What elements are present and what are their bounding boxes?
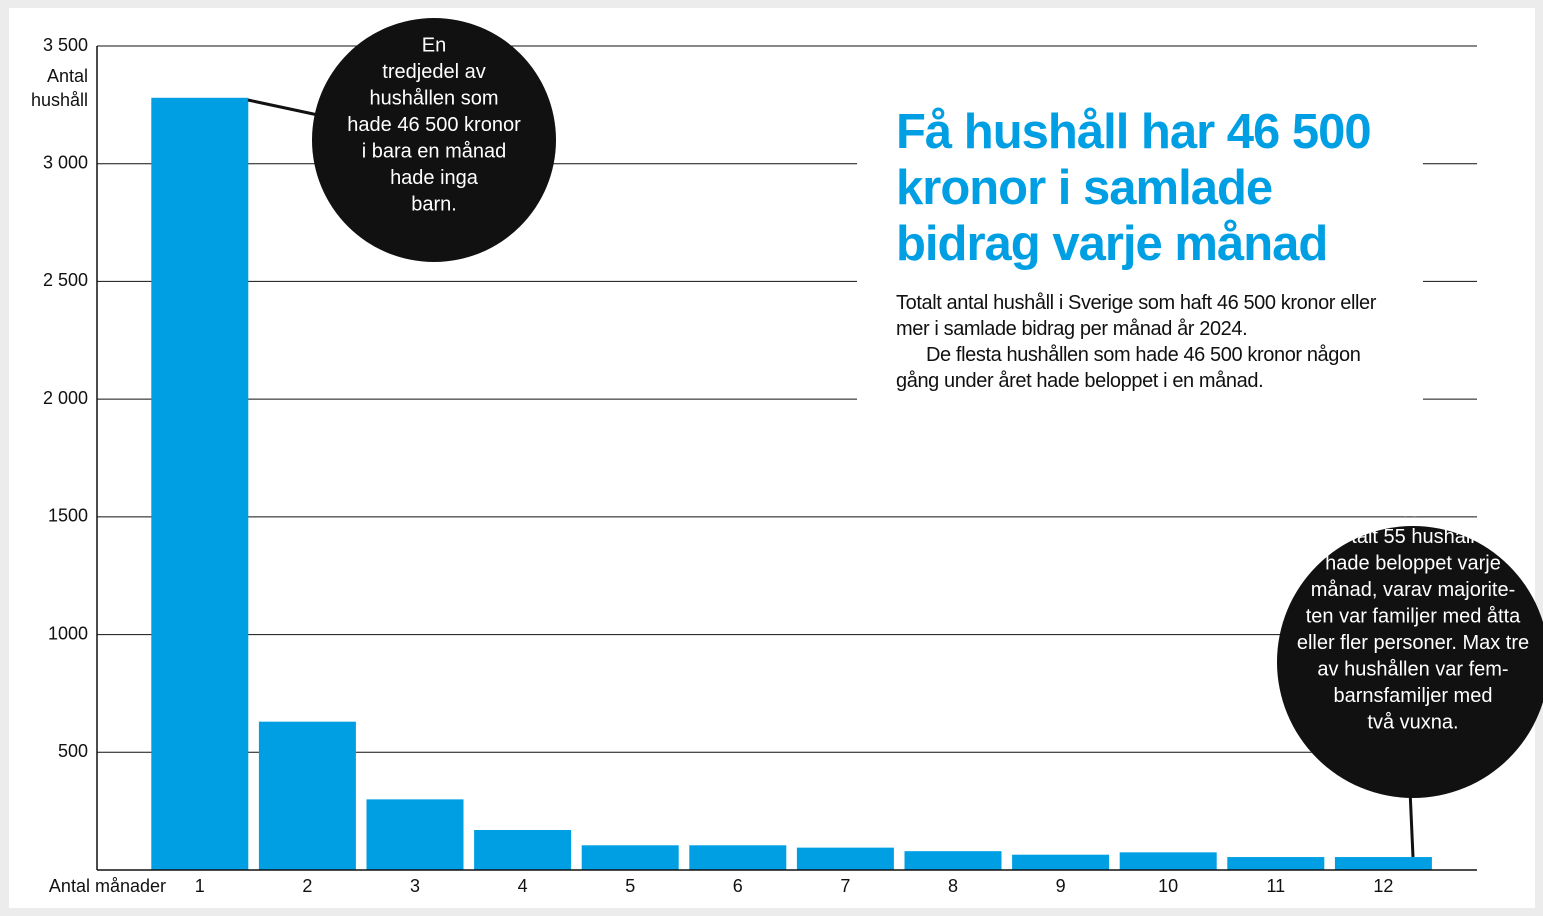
y-tick-label: 3 500 — [43, 35, 88, 55]
annotation-text: barnsfamiljer med — [1334, 685, 1493, 707]
title-line: kronor i samlade — [896, 161, 1273, 215]
x-tick-label: 4 — [518, 876, 528, 896]
annotation-text: tredjedel av — [382, 61, 485, 83]
annotation-text: hade 46 500 kronor — [347, 114, 521, 136]
annotation-text: månad, varav majorite- — [1311, 579, 1516, 601]
y-axis-label: hushåll — [31, 90, 88, 110]
annotation-text: hade beloppet varje — [1325, 552, 1501, 574]
annotation-text: barn. — [411, 193, 457, 215]
bar — [689, 845, 787, 870]
y-tick-label: 1000 — [48, 623, 88, 643]
bar — [1012, 854, 1110, 870]
annotation-bubble — [312, 18, 556, 262]
bar — [474, 829, 572, 870]
subtitle-paragraph: De flesta hushållen som hade 46 500 kron… — [896, 344, 1361, 392]
subtitle-paragraph: Totalt antal hushåll i Sverige som haft … — [896, 292, 1377, 340]
x-tick-label: 7 — [840, 876, 850, 896]
annotation-text: av hushållen var fem- — [1317, 658, 1508, 680]
x-tick-label: 9 — [1056, 876, 1066, 896]
annotation-bubble — [1277, 526, 1543, 798]
annotation-text: hushållen som — [370, 87, 499, 109]
text-backdrop — [857, 100, 1423, 480]
chart-title: Få hushåll har 46 500 kronor i samlade b… — [896, 104, 1372, 272]
connector — [1408, 789, 1415, 858]
annotation-text: To- — [1399, 499, 1427, 521]
title-line: Få hushåll har 46 500 — [896, 105, 1372, 159]
annotation-text: två vuxna. — [1367, 711, 1458, 733]
x-tick-label: 10 — [1158, 876, 1178, 896]
bar — [581, 845, 679, 870]
bar — [1227, 857, 1325, 870]
bar — [1334, 857, 1432, 870]
y-tick-label: 2 500 — [43, 270, 88, 290]
annotation-text: hade inga — [390, 167, 479, 189]
connector — [247, 98, 319, 117]
bar — [796, 847, 894, 870]
bar — [904, 851, 1002, 870]
x-tick-label: 5 — [625, 876, 635, 896]
y-tick-label: 3 000 — [43, 152, 88, 172]
annotation-text: talt 55 hushåll — [1351, 526, 1474, 548]
annotation-text: eller fler personer. Max tre — [1297, 632, 1529, 654]
x-axis-label: Antal månader — [49, 876, 166, 896]
bar — [151, 97, 249, 870]
bar — [1119, 852, 1217, 870]
x-tick-label: 12 — [1373, 876, 1393, 896]
x-tick-label: 6 — [733, 876, 743, 896]
annotation-text: ten var familjer med åtta — [1306, 605, 1521, 627]
title-line: bidrag varje månad — [896, 217, 1328, 271]
y-axis-label: Antal — [47, 66, 88, 86]
bar — [258, 721, 356, 870]
subtitle: Totalt antal hushåll i Sverige som haft … — [896, 290, 1376, 394]
bar — [366, 799, 464, 870]
y-tick-label: 1500 — [48, 506, 88, 526]
x-tick-label: 3 — [410, 876, 420, 896]
x-tick-label: 2 — [302, 876, 312, 896]
y-tick-label: 2 000 — [43, 388, 88, 408]
x-tick-label: 8 — [948, 876, 958, 896]
annotation-text: i bara en månad — [362, 140, 507, 162]
x-tick-label: 11 — [1266, 876, 1285, 896]
annotation-text: En — [422, 34, 446, 56]
x-tick-label: 1 — [195, 876, 205, 896]
y-tick-label: 500 — [58, 741, 88, 761]
